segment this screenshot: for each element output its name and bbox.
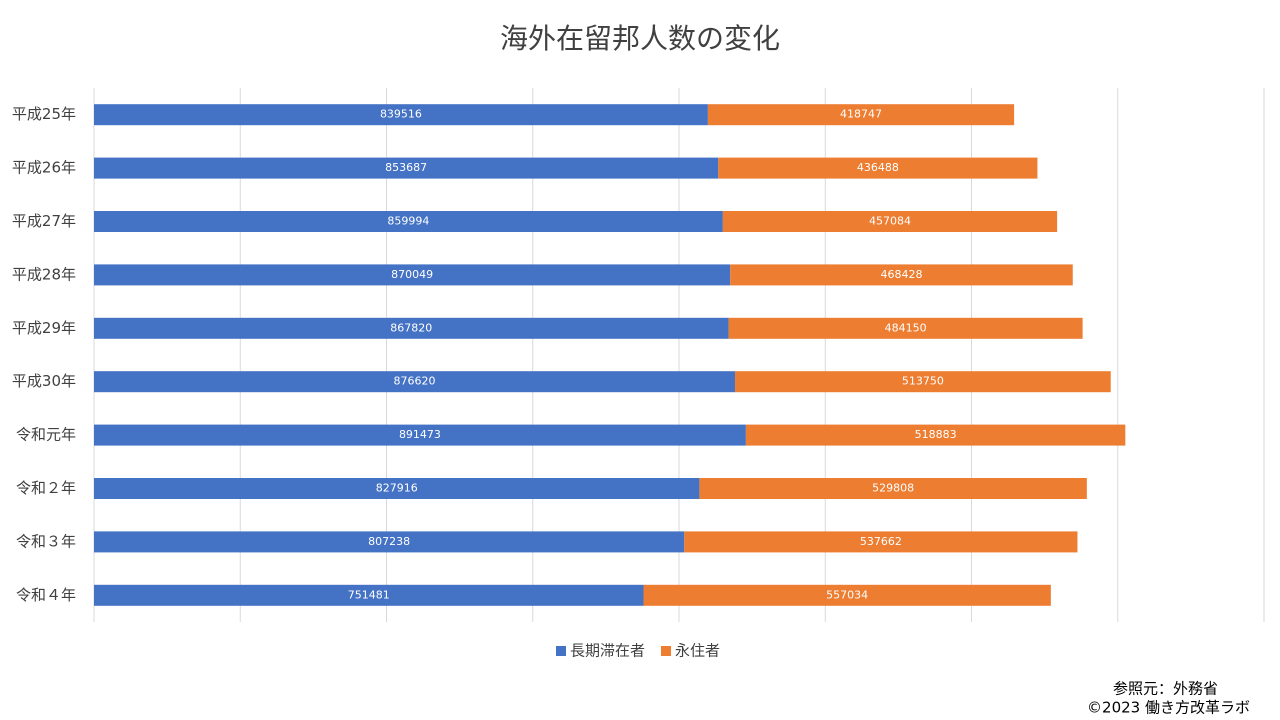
- data-label: 518883: [915, 428, 957, 441]
- bar-segment: [94, 104, 708, 126]
- bar-segment: [699, 478, 1087, 499]
- legend-swatch: [661, 646, 672, 656]
- bar-segment: [745, 424, 1126, 446]
- data-label: 418747: [840, 108, 882, 121]
- data-label: 436488: [857, 161, 899, 174]
- bar-segment: [94, 424, 746, 446]
- bar-segment: [94, 211, 723, 232]
- bar-segment: [94, 531, 685, 553]
- data-label: 891473: [399, 428, 441, 441]
- y-tick-label: 令和４年: [16, 586, 76, 604]
- bar-segment: [730, 264, 1073, 286]
- bar-segment: [722, 211, 1058, 232]
- data-label: 870049: [391, 268, 433, 281]
- y-tick-label: 令和元年: [16, 426, 76, 444]
- data-label: 839516: [380, 108, 422, 121]
- y-tick-label: 令和３年: [16, 532, 76, 550]
- data-label: 827916: [376, 482, 418, 495]
- bar-segment: [728, 317, 1083, 339]
- data-label: 529808: [872, 482, 914, 495]
- bar-segment: [643, 584, 1051, 606]
- bar-segment: [707, 104, 1015, 126]
- data-label: 876620: [394, 375, 436, 388]
- legend-swatch: [556, 646, 566, 656]
- source-note: 参照元：外務省: [1113, 680, 1218, 698]
- bar-segment: [94, 317, 729, 339]
- y-tick-label: 平成30年: [12, 372, 76, 390]
- bar-segment: [684, 531, 1078, 553]
- data-label: 867820: [390, 321, 432, 334]
- bar-segment: [94, 264, 731, 286]
- data-label: 513750: [902, 375, 944, 388]
- bar-segment: [94, 584, 644, 606]
- data-label: 751481: [348, 588, 390, 601]
- data-label: 859994: [387, 215, 429, 228]
- y-tick-label: 令和２年: [16, 479, 76, 497]
- y-tick-label: 平成25年: [12, 105, 76, 123]
- y-tick-label: 平成28年: [12, 265, 76, 283]
- data-label: 853687: [385, 161, 427, 174]
- data-label: 468428: [880, 268, 922, 281]
- bar-segment: [94, 478, 700, 499]
- legend-label: 永住者: [675, 642, 720, 660]
- bar-segment: [94, 157, 719, 179]
- data-label: 457084: [869, 215, 911, 228]
- data-label: 807238: [368, 535, 410, 548]
- data-label: 557034: [826, 588, 868, 601]
- chart-title: 海外在留邦人数の変化: [500, 22, 780, 55]
- data-label: 484150: [885, 321, 927, 334]
- y-tick-label: 平成29年: [12, 319, 76, 337]
- bar-segment: [94, 371, 736, 393]
- data-label: 537662: [860, 535, 902, 548]
- bar-segment: [735, 371, 1111, 393]
- y-tick-label: 平成27年: [12, 212, 76, 230]
- legend-label: 長期滞在者: [570, 642, 645, 660]
- bar-segment: [718, 157, 1038, 179]
- y-tick-label: 平成26年: [12, 159, 76, 177]
- credit-note: ©2023 働き方改革ラボ: [1087, 699, 1250, 717]
